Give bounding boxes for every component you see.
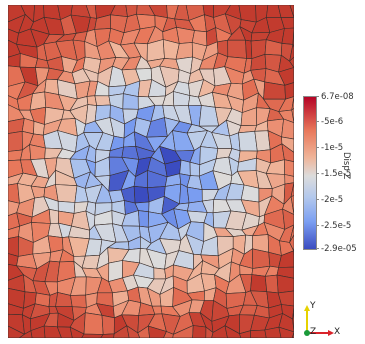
grain-cell [123, 94, 139, 110]
grain-cell [84, 313, 103, 335]
tick-label: -5e-6 [321, 117, 343, 127]
scalar-bar: 6.7e-08 -5e-6 -1e-5 -1.5e-5 -2e-5 -2.5e-… [303, 96, 365, 256]
tick-mark [316, 147, 319, 148]
grain-cell [251, 275, 267, 292]
grain-cell [187, 211, 207, 223]
grain-cell [228, 40, 247, 58]
tick-mark [316, 173, 319, 174]
grain-cell [8, 131, 23, 151]
tick-mark [316, 225, 319, 226]
grain-cell [154, 268, 166, 279]
axis-y-label: Y [310, 301, 316, 311]
tick-label-max: 6.7e-08 [321, 92, 354, 102]
grain-cell [255, 131, 270, 151]
grain-cell [282, 119, 294, 139]
grain-cell [8, 237, 19, 257]
grain-cell [56, 185, 78, 203]
tick-label-min: -2.9e-05 [321, 244, 357, 254]
grain-cell [241, 185, 259, 202]
grain-cell [190, 162, 200, 176]
grain-cell [8, 150, 23, 161]
grain-cell [180, 160, 191, 176]
tick-mark [316, 199, 319, 200]
grain-cell [251, 330, 267, 338]
grain-cell [265, 275, 278, 293]
grain-cell [102, 315, 114, 334]
tick-label: -1e-5 [321, 143, 343, 153]
grain-cell [239, 131, 258, 151]
orientation-axes: Y Z X [296, 300, 346, 340]
tick-mark [316, 96, 319, 97]
grain-cell [138, 211, 148, 228]
grain-mesh [8, 5, 294, 338]
grain-cell [285, 83, 294, 100]
grain-cell [277, 275, 294, 293]
grain-cell [187, 187, 202, 203]
grain-cell [49, 209, 58, 223]
tick-mark [316, 248, 319, 249]
grain-cell [71, 295, 87, 307]
tick-label: -2e-5 [321, 195, 343, 205]
grain-cell [193, 326, 206, 339]
grain-cell [48, 236, 63, 253]
scalar-bar-title: Disp Z [341, 152, 351, 179]
grain-cell [134, 186, 149, 203]
grain-cell [252, 249, 270, 269]
axis-x-label: X [334, 327, 340, 337]
axis-z-label: Z [310, 327, 316, 337]
grain-cell [95, 96, 111, 106]
colorbar-gradient [303, 96, 317, 250]
tick-mark [316, 121, 319, 122]
grain-cell [284, 160, 294, 177]
grain-cell [82, 334, 104, 338]
tick-label: -2.5e-5 [321, 221, 351, 231]
